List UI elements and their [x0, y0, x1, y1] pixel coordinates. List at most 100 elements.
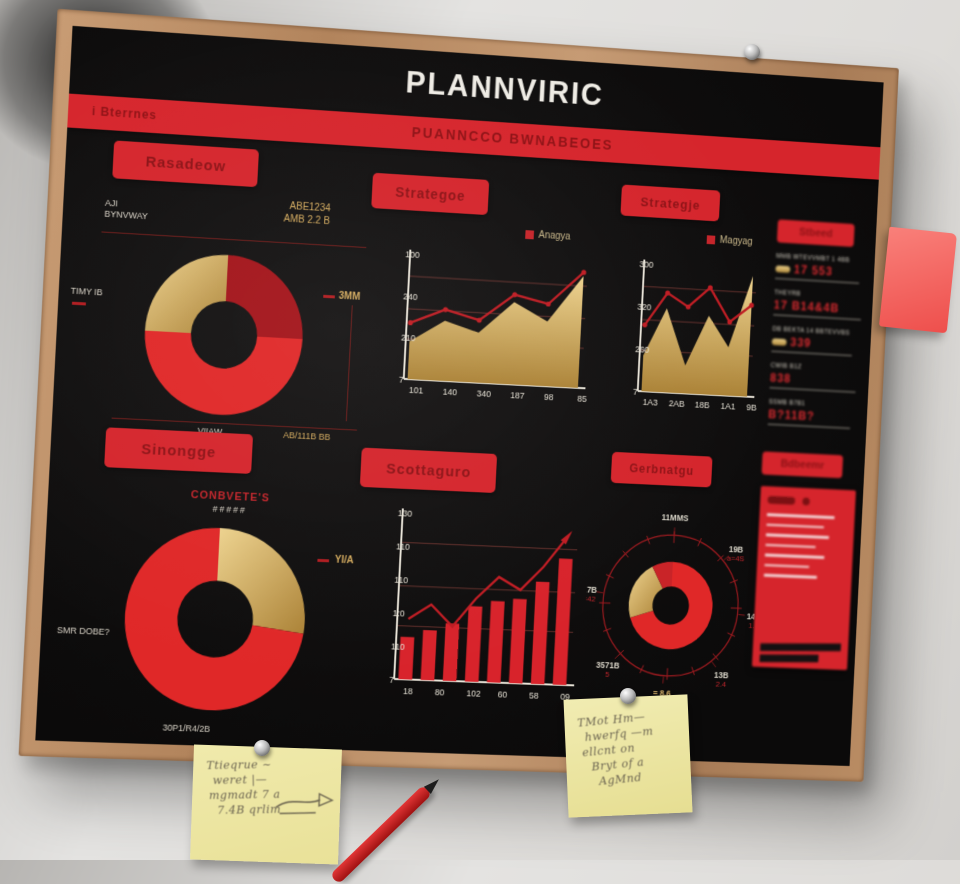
- stat-value: 838: [770, 371, 792, 386]
- panel4-label: Sinongge: [104, 427, 253, 474]
- svg-text:85: 85: [577, 394, 587, 404]
- svg-text:2AB: 2AB: [669, 398, 685, 408]
- svg-text:7: 7: [389, 675, 394, 685]
- panel1-label: Rasadeow: [112, 140, 259, 187]
- panel1-donut-chart: [112, 244, 335, 426]
- panel4-callout-gold: YI/A: [334, 555, 353, 568]
- photo-scene: { "colors": { "accent_red": "#d5252c", "…: [0, 0, 960, 860]
- svg-text:13B: 13B: [714, 670, 729, 680]
- yellow-sticky-note-middle: TMot Hm— hwerfq —m ellcnt on Bryt of a A…: [563, 694, 692, 817]
- dashboard-face: PLANNVIRIC i Bterrnes PUANNCCO BWNABEOES…: [35, 26, 883, 766]
- svg-text:101: 101: [409, 385, 424, 396]
- svg-text:3571B: 3571B: [596, 660, 620, 671]
- svg-text:110: 110: [394, 575, 408, 585]
- panel1-callout-bottom-gold: AB/111B BB: [283, 430, 331, 443]
- svg-text:80: 80: [435, 687, 445, 697]
- svg-text:260: 260: [635, 344, 649, 354]
- svg-text:5: 5: [605, 670, 610, 679]
- svg-text:140: 140: [443, 387, 458, 398]
- svg-text:1A1: 1A1: [720, 401, 735, 411]
- card-text-line: [766, 533, 829, 538]
- panel6-label: Gerbnatgu: [611, 452, 713, 488]
- svg-text:7: 7: [399, 375, 404, 385]
- summary-card: [752, 486, 856, 670]
- card-text-line: [765, 554, 825, 559]
- svg-text:60: 60: [498, 689, 508, 699]
- panel3-legend-text: Magyag: [719, 235, 752, 248]
- panel1-gold-caption: ABE1234 AMB 2.2 B: [283, 201, 330, 228]
- handwriting: TMot Hm— hwerfq —m ellcnt on Bryt of a A…: [561, 691, 693, 791]
- svg-text:58: 58: [529, 691, 539, 701]
- svg-text:7: 7: [633, 387, 638, 397]
- stat-row: MMB WTEVVMBT 1 4BB 17 553: [775, 253, 868, 284]
- arrow-sketch-icon: [273, 785, 336, 821]
- svg-text:110: 110: [391, 642, 405, 652]
- panel1-tick-right: [323, 295, 335, 299]
- push-pin: [744, 44, 760, 60]
- panel1-callout-right: 3MM: [338, 291, 360, 304]
- svg-text:187: 187: [510, 390, 525, 400]
- dark-pill-icon: [767, 496, 795, 505]
- svg-text:98: 98: [544, 392, 554, 402]
- panel1-caption-line2: BYNVWAY: [104, 209, 148, 223]
- panel2-legend-text: Anagya: [538, 230, 570, 243]
- stat-value: 17 B14&4B: [773, 298, 839, 315]
- stat-row: DB BEKTA 14 BBTEVVBS 339: [771, 326, 864, 357]
- svg-text:1:0: 1:0: [392, 608, 404, 618]
- svg-text:18B: 18B: [695, 400, 710, 410]
- summary-label: Bdbeemr: [762, 451, 844, 478]
- svg-text:100: 100: [405, 249, 420, 260]
- gold-pill-icon: [772, 338, 787, 346]
- stats-header: Stbeed: [777, 219, 855, 247]
- page-title: PLANNVIRIC: [405, 65, 605, 113]
- svg-text:210: 210: [401, 333, 416, 344]
- svg-text:340: 340: [476, 389, 491, 400]
- stat-row: THEYRB 17 B14&4B: [773, 289, 866, 320]
- banner-left-text: i Bterrnes: [92, 104, 158, 122]
- svg-text:18: 18: [403, 686, 413, 696]
- legend-swatch-icon: [525, 230, 534, 239]
- panel2-legend: Anagya: [525, 229, 571, 242]
- panel1-tick-left: [72, 302, 86, 306]
- svg-text:130: 130: [398, 508, 413, 518]
- stats-sidebar: Stbeed MMB WTEVVMBT 1 4BB 17 553 THEYRB …: [768, 219, 870, 429]
- red-pen: [330, 785, 433, 884]
- banner-subtitle: PUANNCCO BWNABEOES: [412, 124, 614, 153]
- panel1-caption: AJI BYNVWAY: [104, 198, 149, 223]
- svg-text:300: 300: [639, 259, 653, 270]
- yellow-sticky-note-left: Ttieqrue ~ weret |— mgmadt 7 a 7.4B qrli…: [190, 744, 342, 864]
- panel2-label: Strategoe: [371, 173, 489, 215]
- svg-text:1A3: 1A3: [643, 397, 658, 407]
- panel4-tick: [317, 559, 329, 562]
- card-text-line: [766, 523, 824, 528]
- panel1-callout-left: TIMY IB: [70, 286, 103, 299]
- card-pills: [767, 496, 848, 507]
- svg-text:2.4: 2.4: [716, 679, 727, 688]
- legend-swatch-icon: [707, 235, 716, 244]
- stat-value: 339: [790, 335, 812, 350]
- stat-row: SSMB B7B1 B?11B?: [768, 399, 861, 430]
- svg-text:110: 110: [396, 542, 410, 552]
- dark-dot-icon: [802, 498, 810, 506]
- dashboard-board-frame: PLANNVIRIC i Bterrnes PUANNCCO BWNABEOES…: [19, 9, 899, 782]
- card-black-bar: [760, 643, 841, 651]
- pink-sticky-note: [879, 227, 957, 334]
- panel4-callout-bottom: 30P1/R4/2B: [162, 723, 210, 736]
- push-pin: [620, 688, 636, 704]
- svg-text:a=4S: a=4S: [727, 554, 745, 563]
- summary-sidebar: Bdbeemr: [752, 451, 861, 670]
- stat-underline: [768, 424, 850, 429]
- panel3-label: Strategje: [620, 185, 720, 222]
- card-text-line: [764, 564, 809, 568]
- panel4-heading: CONBVETE'S #####: [138, 487, 320, 520]
- panel1-vrule: [346, 305, 353, 421]
- panel4-donut-chart: [106, 518, 323, 720]
- svg-text:102: 102: [466, 688, 481, 698]
- card-text-line: [764, 574, 817, 579]
- panel1-gold-line2: AMB 2.2 B: [283, 213, 330, 228]
- gold-pill-icon: [775, 265, 790, 273]
